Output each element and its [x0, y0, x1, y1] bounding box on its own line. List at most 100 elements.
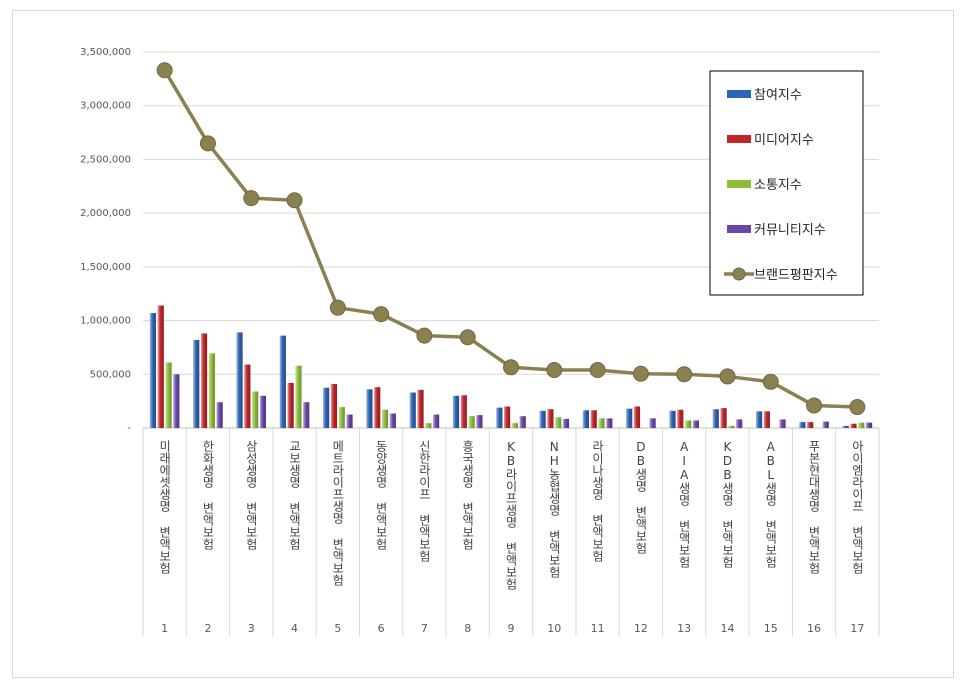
legend-label: 미디어지수	[754, 133, 814, 148]
bar-소통지수[interactable]	[381, 409, 389, 428]
category-rank: 12	[634, 622, 648, 635]
bar-미디어지수[interactable]	[157, 305, 164, 428]
bar-참여지수[interactable]	[366, 389, 373, 428]
bar-커뮤니티지수[interactable]	[433, 414, 440, 428]
point-브랜드평판지수[interactable]	[676, 366, 693, 383]
point-브랜드평판지수[interactable]	[762, 373, 779, 390]
bar-참여지수[interactable]	[539, 410, 546, 428]
bar-미디어지수[interactable]	[417, 389, 424, 428]
bar-참여지수[interactable]	[582, 410, 589, 428]
category-rank: 16	[807, 622, 821, 635]
category-rank: 13	[677, 622, 691, 635]
category-label: 신한라이프 변액보험	[417, 440, 431, 562]
bar-소통지수[interactable]	[728, 425, 735, 428]
bar-커뮤니티지수[interactable]	[736, 419, 743, 428]
category-rank: 6	[378, 622, 385, 635]
bar-커뮤니티지수[interactable]	[519, 416, 526, 428]
bar-소통지수[interactable]	[468, 416, 475, 428]
category-label: NH농협생명 변액보험	[547, 440, 561, 578]
bar-소통지수[interactable]	[295, 365, 302, 428]
bar-참여지수[interactable]	[842, 425, 849, 428]
category-label: 동양생명 변액보험	[374, 440, 388, 550]
bar-참여지수[interactable]	[409, 392, 416, 428]
bar-미디어지수[interactable]	[633, 406, 641, 428]
bar-미디어지수[interactable]	[807, 422, 814, 428]
bar-소통지수[interactable]	[338, 407, 345, 428]
bar-미디어지수[interactable]	[287, 382, 294, 428]
legend-swatch	[727, 90, 751, 98]
bar-미디어지수[interactable]	[850, 423, 857, 428]
bar-커뮤니티지수[interactable]	[692, 420, 699, 428]
bar-소통지수[interactable]	[165, 362, 172, 428]
category-rank: 4	[291, 622, 298, 635]
bar-미디어지수[interactable]	[460, 395, 467, 428]
point-브랜드평판지수[interactable]	[243, 190, 260, 207]
bar-참여지수[interactable]	[626, 408, 633, 428]
bar-소통지수[interactable]	[425, 423, 432, 428]
point-브랜드평판지수[interactable]	[546, 361, 563, 378]
category-rank: 17	[850, 622, 864, 635]
bar-미디어지수[interactable]	[504, 406, 511, 428]
bar-참여지수[interactable]	[755, 411, 763, 428]
point-브랜드평판지수[interactable]	[632, 365, 649, 382]
bar-참여지수[interactable]	[452, 395, 460, 428]
bar-참여지수[interactable]	[712, 409, 719, 428]
bar-커뮤니티지수[interactable]	[865, 422, 873, 428]
point-브랜드평판지수[interactable]	[589, 361, 606, 378]
point-브랜드평판지수[interactable]	[503, 359, 519, 376]
bar-미디어지수[interactable]	[590, 410, 597, 428]
bar-참여지수[interactable]	[236, 332, 243, 428]
bar-소통지수[interactable]	[598, 418, 605, 428]
bar-커뮤니티지수[interactable]	[822, 421, 829, 428]
bar-소통지수[interactable]	[555, 417, 562, 428]
bar-커뮤니티지수[interactable]	[346, 414, 353, 428]
bar-참여지수[interactable]	[799, 422, 806, 428]
bar-참여지수[interactable]	[669, 410, 676, 428]
bar-미디어지수[interactable]	[244, 364, 251, 428]
bar-소통지수[interactable]	[858, 422, 865, 428]
bar-커뮤니티지수[interactable]	[259, 395, 267, 428]
point-브랜드평판지수[interactable]	[373, 306, 390, 323]
category-label: AIA생명 변액보험	[677, 440, 691, 568]
point-브랜드평판지수[interactable]	[286, 192, 303, 209]
point-브랜드평판지수[interactable]	[719, 368, 736, 385]
bar-소통지수[interactable]	[511, 423, 518, 428]
bar-커뮤니티지수[interactable]	[649, 418, 656, 428]
bar-참여지수[interactable]	[193, 339, 200, 428]
bar-미디어지수[interactable]	[677, 409, 684, 428]
point-브랜드평판지수[interactable]	[459, 329, 476, 346]
point-브랜드평판지수[interactable]	[156, 62, 173, 79]
bar-미디어지수[interactable]	[330, 383, 338, 428]
bar-소통지수[interactable]	[252, 391, 259, 428]
bar-참여지수[interactable]	[496, 407, 503, 428]
bar-미디어지수[interactable]	[720, 408, 727, 428]
category-label: 아이엠라이프 변액보험	[850, 440, 864, 574]
bar-소통지수[interactable]	[684, 420, 692, 428]
point-브랜드평판지수[interactable]	[329, 299, 346, 316]
bar-참여지수[interactable]	[279, 335, 286, 428]
bar-미디어지수[interactable]	[200, 333, 208, 428]
category-rank: 15	[764, 622, 778, 635]
bar-커뮤니티지수[interactable]	[476, 415, 483, 428]
bar-커뮤니티지수[interactable]	[303, 402, 310, 428]
bar-커뮤니티지수[interactable]	[606, 418, 613, 428]
legend-swatch	[727, 135, 751, 143]
category-label: 삼성생명 변액보험	[244, 440, 258, 550]
bar-미디어지수[interactable]	[374, 387, 381, 428]
bar-참여지수[interactable]	[323, 387, 330, 428]
point-브랜드평판지수[interactable]	[806, 397, 823, 414]
bar-커뮤니티지수[interactable]	[562, 418, 570, 428]
bar-소통지수[interactable]	[208, 353, 215, 428]
bar-미디어지수[interactable]	[763, 411, 770, 428]
bar-커뮤니티지수[interactable]	[173, 374, 180, 428]
point-브랜드평판지수[interactable]	[199, 135, 216, 152]
point-브랜드평판지수[interactable]	[416, 327, 433, 344]
category-rank: 7	[421, 622, 428, 635]
point-브랜드평판지수[interactable]	[849, 399, 866, 416]
bar-미디어지수[interactable]	[547, 409, 554, 428]
bar-커뮤니티지수[interactable]	[389, 413, 396, 428]
bar-참여지수[interactable]	[149, 313, 157, 428]
bar-커뮤니티지수[interactable]	[216, 402, 223, 428]
bar-커뮤니티지수[interactable]	[779, 419, 786, 428]
